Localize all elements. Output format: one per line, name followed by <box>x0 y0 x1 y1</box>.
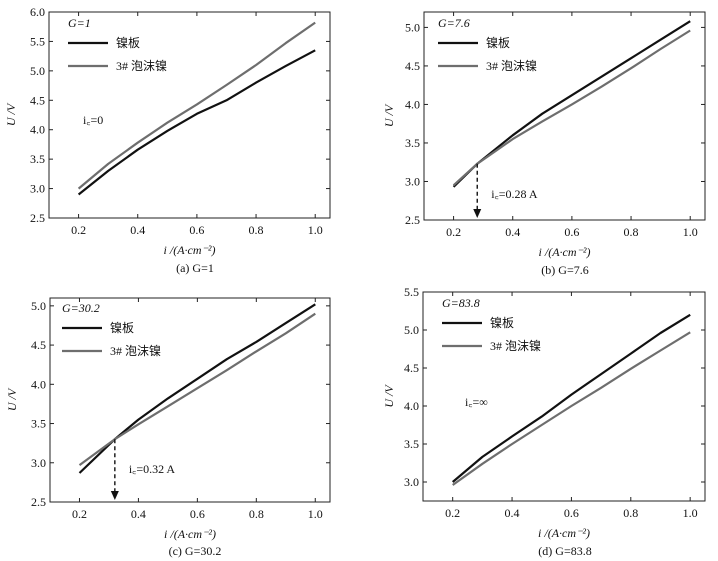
x-axis-label: i /(A·cm⁻²) <box>539 245 591 259</box>
x-tick-label: 0.2 <box>445 506 460 520</box>
panel-caption: (d) G=83.8 <box>538 544 591 558</box>
y-axis-label: U /V <box>382 103 396 127</box>
param-label: G=30.2 <box>62 301 100 315</box>
y-tick-label: 3.0 <box>404 475 419 489</box>
plot-frame <box>422 291 706 502</box>
x-tick-label: 0.4 <box>505 506 520 520</box>
y-tick-label: 3.0 <box>405 174 420 188</box>
legend-label-nickel-foam: 3# 泡沫镍 <box>486 59 537 73</box>
y-tick-label: 4.0 <box>405 97 420 111</box>
x-axis-label: i /(A·cm⁻²) <box>538 526 590 540</box>
x-tick-label: 1.0 <box>683 225 698 239</box>
panel-caption: (c) G=30.2 <box>169 544 222 558</box>
x-tick-label: 0.6 <box>564 506 579 520</box>
x-tick-label: 0.8 <box>624 225 639 239</box>
y-tick-label: 3.5 <box>405 136 420 150</box>
plot-frame <box>423 11 706 221</box>
y-tick-label: 3.5 <box>404 437 419 451</box>
y-tick-label: 5.5 <box>30 34 45 48</box>
legend-label-nickel-plate: 镍板 <box>486 36 510 50</box>
x-tick-label: 1.0 <box>308 223 323 237</box>
y-axis-label: U /V <box>382 384 396 408</box>
y-tick-label: 3.5 <box>31 417 46 431</box>
y-axis-label: U /V <box>5 387 19 411</box>
plot-frame <box>48 11 331 219</box>
arrow-head <box>110 491 119 500</box>
x-axis-label: i /(A·cm⁻²) <box>164 527 216 541</box>
critical-current-label: i꜀=∞ <box>465 395 488 409</box>
plot-frame <box>49 297 331 503</box>
x-tick-label: 0.6 <box>189 223 204 237</box>
x-tick-label: 0.6 <box>190 507 205 521</box>
x-tick-label: 0.4 <box>505 225 520 239</box>
chart-panel-d: 0.2 0.4 0.6 0.8 1.0 3.0 3.5 4.0 4.5 5.0 5.5 i /(A·c… <box>382 285 706 558</box>
y-tick-label: 4.5 <box>31 338 46 352</box>
y-tick-label: 4.5 <box>30 93 45 107</box>
y-tick-label: 2.5 <box>30 211 45 225</box>
y-tick-label: 3.0 <box>31 456 46 470</box>
y-tick-label: 5.0 <box>31 299 46 313</box>
series-line-nickel-plate <box>77 49 316 196</box>
x-tick-label: 0.2 <box>71 223 86 237</box>
series-line-nickel-plate <box>451 313 691 483</box>
x-tick-label: 0.8 <box>623 506 638 520</box>
arrow-head <box>473 209 482 218</box>
x-tick-label: 0.2 <box>72 507 87 521</box>
legend-label-nickel-plate: 镍板 <box>110 321 134 335</box>
y-tick-label: 4.0 <box>31 377 46 391</box>
panel-caption: (a) G=1 <box>176 261 214 275</box>
x-tick-label: 0.2 <box>446 225 461 239</box>
param-label: G=7.6 <box>438 16 470 30</box>
param-label: G=1 <box>68 16 91 30</box>
legend-label-nickel-foam: 3# 泡沫镍 <box>490 339 541 353</box>
x-tick-label: 1.0 <box>308 507 323 521</box>
legend-label-nickel-foam: 3# 泡沫镍 <box>110 344 161 358</box>
y-tick-label: 6.0 <box>30 5 45 19</box>
y-tick-label: 2.5 <box>31 495 46 509</box>
y-tick-label: 5.5 <box>404 285 419 299</box>
panel-caption: (b) G=7.6 <box>541 263 588 277</box>
x-tick-label: 0.8 <box>249 223 264 237</box>
x-tick-label: 1.0 <box>683 506 698 520</box>
y-tick-label: 5.0 <box>405 20 420 34</box>
series-line-nickel-foam <box>78 312 316 466</box>
y-tick-label: 5.0 <box>404 323 419 337</box>
critical-current-label: i꜀=0.28 A <box>491 187 538 201</box>
y-axis-label: U /V <box>4 102 18 126</box>
param-label: G=83.8 <box>442 296 480 310</box>
y-tick-label: 2.5 <box>405 213 420 227</box>
critical-current-label: i꜀=0 <box>83 113 103 127</box>
x-tick-label: 0.4 <box>131 507 146 521</box>
legend-label-nickel-plate: 镍板 <box>116 36 140 50</box>
chart-panel-c: 0.2 0.4 0.6 0.8 1.0 2.5 3.0 3.5 4.0 4.5 5.0 i /(A·c… <box>5 297 331 558</box>
legend-label-nickel-plate: 镍板 <box>490 316 514 330</box>
series-line-nickel-foam <box>452 29 691 187</box>
y-tick-label: 4.0 <box>30 123 45 137</box>
x-axis-label: i /(A·cm⁻²) <box>164 243 216 257</box>
y-tick-label: 4.0 <box>404 399 419 413</box>
x-tick-label: 0.8 <box>249 507 264 521</box>
series-line-nickel-foam <box>77 21 316 190</box>
legend-label-nickel-foam: 3# 泡沫镍 <box>116 59 167 73</box>
critical-current-label: i꜀=0.32 A <box>129 462 176 476</box>
y-tick-label: 3.0 <box>30 182 45 196</box>
y-tick-label: 4.5 <box>404 361 419 375</box>
y-tick-label: 3.5 <box>30 152 45 166</box>
chart-panel-a: 0.2 0.4 0.6 0.8 1.0 2.5 3.0 3.5 4.0 4.5 5.0 5.5 6.0 i… <box>4 5 331 275</box>
x-tick-label: 0.4 <box>130 223 145 237</box>
y-tick-label: 5.0 <box>30 64 45 78</box>
x-tick-label: 0.6 <box>564 225 579 239</box>
series-line-nickel-plate <box>78 303 316 474</box>
series-line-nickel-foam <box>452 331 691 486</box>
chart-panel-b: 0.2 0.4 0.6 0.8 1.0 2.5 3.0 3.5 4.0 4.5 5.0 i /(A·c… <box>382 11 706 277</box>
y-tick-label: 4.5 <box>405 59 420 73</box>
